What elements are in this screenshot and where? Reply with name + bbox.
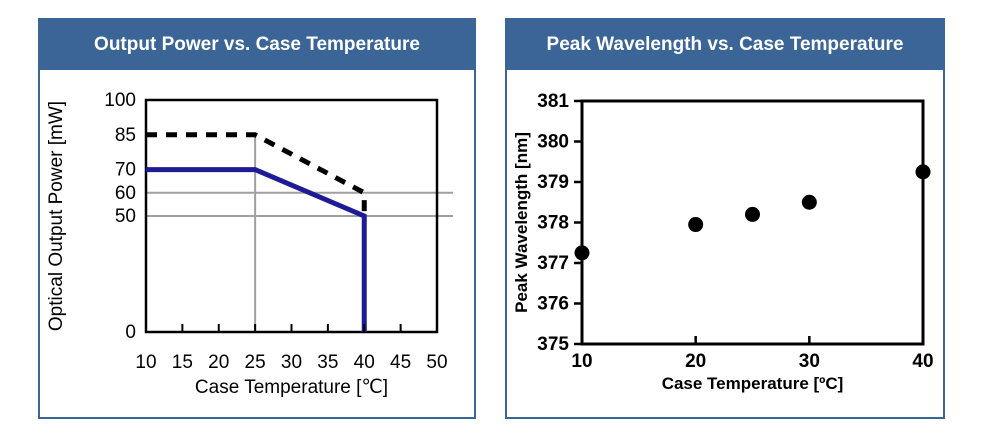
data-point [688, 217, 704, 233]
peak-wavelength-card: Peak Wavelength vs. Case Temperature 375… [505, 18, 945, 419]
peak-wavelength-card-header: Peak Wavelength vs. Case Temperature [507, 20, 943, 70]
y-tick-label: 378 [537, 213, 569, 234]
data-point [745, 206, 760, 222]
y-tick-label: 377 [537, 253, 569, 274]
y-tick-label: 70 [115, 160, 136, 181]
y-tick-label: 0 [125, 322, 136, 343]
x-tick-label: 50 [426, 352, 447, 373]
x-axis-title: Case Temperature [ºC] [662, 374, 844, 393]
x-tick-label: 40 [912, 351, 933, 372]
data-point [801, 194, 817, 210]
output-power-card: Output Power vs. Case Temperature 10 15 20… [38, 18, 476, 419]
y-tick-label: 100 [104, 90, 136, 111]
plot-border [580, 99, 925, 346]
data-point [574, 245, 590, 261]
x-tick-label: 30 [799, 351, 820, 372]
output-power-card-header: Output Power vs. Case Temperature [40, 20, 474, 70]
y-tick-label: 381 [537, 91, 569, 112]
x-tick-label: 45 [390, 352, 411, 373]
x-axis-title: Case Temperature [℃] [195, 377, 388, 398]
x-tick-label: 20 [685, 351, 706, 372]
x-tick-label: 35 [317, 352, 338, 373]
data-point [915, 164, 931, 180]
y-axis-title: Optical Output Power [mW] [46, 101, 67, 331]
max-output-dashed-line [146, 132, 367, 216]
y-tick-label: 380 [537, 132, 569, 153]
x-tick-label: 10 [571, 351, 592, 372]
x-tick-label: 30 [281, 352, 302, 373]
y-tick-label: 50 [115, 206, 136, 227]
rated-output-solid-line [146, 167, 367, 332]
y-tick-label: 379 [537, 172, 569, 193]
peak-wavelength-card-title: Peak Wavelength vs. Case Temperature [546, 34, 904, 55]
x-tick-label: 15 [172, 352, 193, 373]
x-tick-label: 20 [208, 352, 229, 373]
x-tick-label: 25 [245, 352, 266, 373]
y-tick-label: 85 [115, 125, 136, 146]
output-power-card-title: Output Power vs. Case Temperature [94, 34, 420, 55]
peak-wavelength-chart: 375 376 377 378 379 380 381 10 20 30 40 Case Temper… [512, 91, 934, 393]
x-tick-label: 40 [354, 352, 375, 373]
y-tick-label: 376 [537, 294, 569, 315]
y-axis-title: Peak Wavelength [nm] [512, 132, 531, 313]
y-tick-label: 375 [537, 334, 569, 355]
y-tick-label: 60 [115, 183, 136, 204]
peak-wavelength-chart-area: 375 376 377 378 379 380 381 10 20 30 40 Case Temper… [507, 70, 943, 417]
x-tick-label: 10 [135, 352, 156, 373]
output-power-chart-area: 10 15 20 25 30 35 40 45 50 0 50 60 70 85 100 Case Tempe… [40, 70, 474, 417]
